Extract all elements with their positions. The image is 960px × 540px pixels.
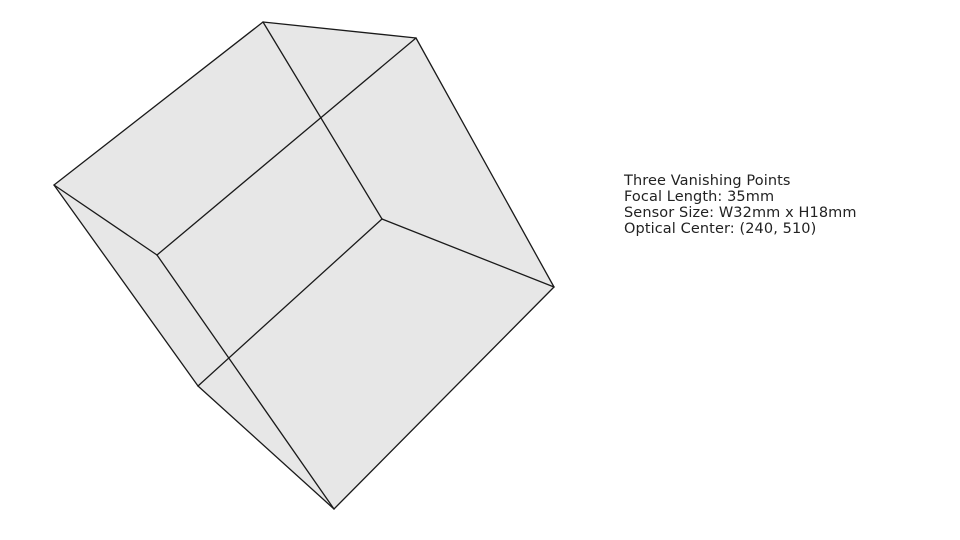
- edge-lower-right: [333, 286, 555, 510]
- edge-lower-left: [197, 385, 335, 510]
- info-title: Three Vanishing Points: [624, 173, 791, 189]
- sensor-size-label: Sensor Size: W32mm x H18mm: [624, 205, 857, 221]
- edge-upper-left: [53, 21, 264, 186]
- edge-top: [262, 21, 417, 39]
- edge-front-top: [156, 37, 417, 256]
- edge-left-lower: [53, 184, 199, 387]
- edge-front-bottom: [156, 254, 335, 510]
- edge-back-top: [262, 21, 383, 220]
- edge-front-left: [53, 184, 158, 256]
- camera-info-panel: Three Vanishing Points Focal Length: 35m…: [624, 173, 857, 237]
- edge-back-bottom: [197, 218, 383, 387]
- edge-back-right: [381, 218, 555, 288]
- optical-center-label: Optical Center: (240, 510): [624, 221, 817, 237]
- focal-length-label: Focal Length: 35mm: [624, 189, 775, 205]
- cube-silhouette: [54, 22, 554, 509]
- edge-upper-right: [415, 37, 555, 288]
